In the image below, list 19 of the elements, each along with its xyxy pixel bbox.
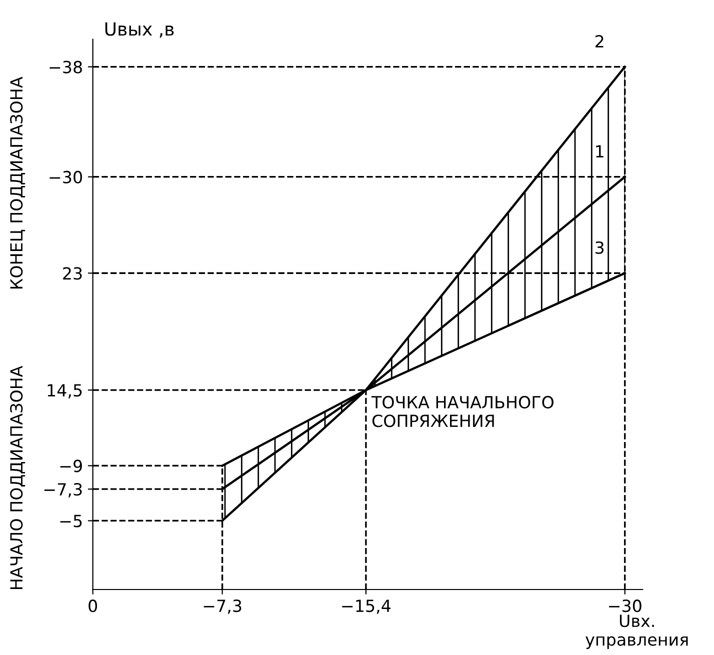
x-tick-label: −7,3 (204, 600, 242, 614)
text: КОНЕЦ ПОДДИАПАЗОНА (10, 76, 26, 289)
y-tick-label: −7,3 (44, 483, 82, 498)
y-tick-label: −5 (60, 514, 82, 528)
series-label: 2 (596, 34, 604, 48)
series-label: 1 (596, 145, 604, 158)
y-tick-label: −30 (50, 170, 82, 184)
x-axis-title: Uвх. управления (586, 614, 688, 650)
y-tick-label: −9 (60, 460, 82, 472)
y-axis-title: Uвых ,в (105, 22, 174, 38)
series-label: 3 (596, 241, 604, 254)
x-tick-label: 0 (88, 600, 98, 612)
y-tick-label: 14,5 (48, 384, 82, 398)
y-tick-label: −38 (50, 60, 82, 74)
annotation: ТОЧКА НАЧАЛЬНОГО СОПРЯЖЕНИЯ (371, 396, 554, 428)
text: НАЧАЛО ПОДДИАПАЗОНА (10, 366, 26, 589)
y-tick-label: 23 (63, 267, 82, 280)
x-tick-label: −30 (609, 600, 642, 612)
x-tick-label: −15,4 (342, 600, 391, 614)
